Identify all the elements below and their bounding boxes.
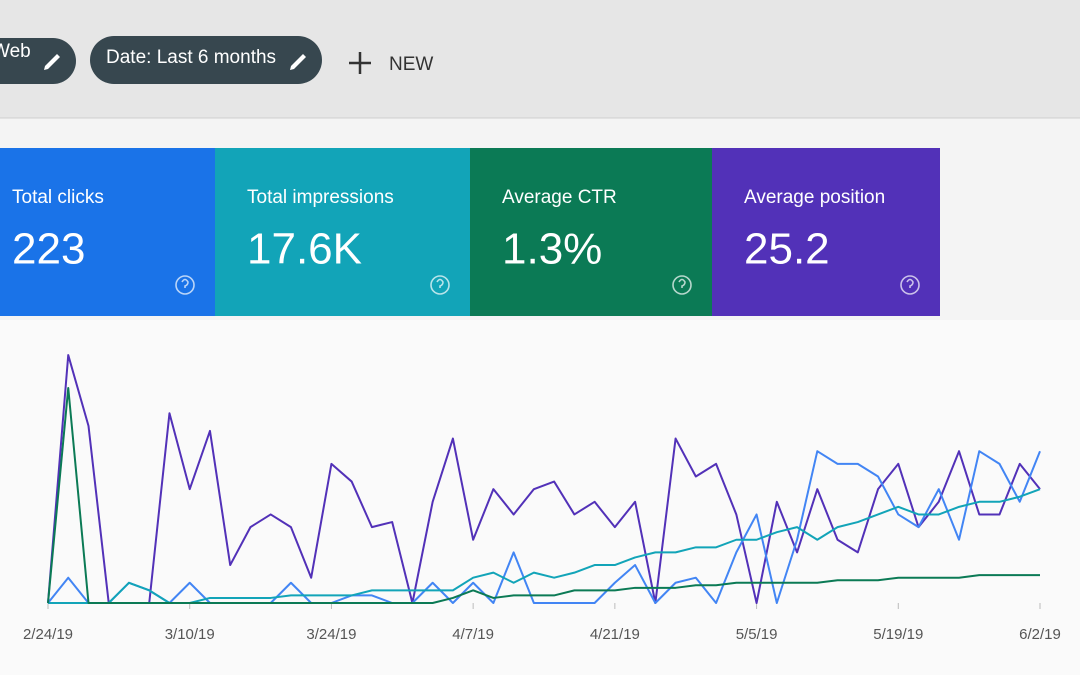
help-icon-mark bbox=[906, 278, 914, 288]
help-icon-mark bbox=[436, 278, 444, 288]
chip[interactable] bbox=[0, 38, 76, 84]
card-title: Average position bbox=[744, 187, 885, 208]
series-line bbox=[48, 488, 1041, 604]
edit-icon bbox=[290, 54, 306, 70]
help-icon-mark bbox=[678, 278, 686, 288]
card-title: Total clicks bbox=[12, 187, 104, 208]
chip[interactable] bbox=[90, 36, 322, 84]
x-tick-label: 4/7/19 bbox=[452, 626, 494, 643]
x-tick-label: 3/10/19 bbox=[165, 626, 215, 643]
card-value: 223 bbox=[12, 225, 85, 274]
metric-card[interactable] bbox=[470, 148, 712, 316]
chip-label: Web bbox=[0, 41, 31, 62]
help-icon bbox=[900, 275, 920, 295]
chart: 2/24/19 3/10/19 3/24/19 4/7/19 4/21/19 5/5/19… bbox=[23, 354, 1061, 643]
edit-icon bbox=[44, 54, 60, 70]
series-line bbox=[47, 386, 1040, 604]
x-tick-label: 5/5/19 bbox=[736, 626, 778, 643]
series-line bbox=[47, 354, 1041, 604]
x-tick-label: 4/21/19 bbox=[590, 626, 640, 643]
cards: Total clicks 223 Total impressions 17.6K Ave… bbox=[0, 148, 940, 316]
metric-card[interactable] bbox=[0, 148, 215, 316]
chip-label: Date: Last 6 months bbox=[106, 47, 276, 68]
card-value: 1.3% bbox=[502, 225, 602, 274]
metric-card[interactable] bbox=[215, 148, 470, 316]
x-tick-label: 2/24/19 bbox=[23, 626, 73, 643]
card-value: 25.2 bbox=[744, 225, 830, 274]
x-tick-label: 5/19/19 bbox=[873, 626, 923, 643]
new-button[interactable]: NEW bbox=[389, 54, 433, 75]
card-value: 17.6K bbox=[247, 225, 362, 274]
help-icon bbox=[430, 275, 450, 295]
card-title: Total impressions bbox=[247, 187, 394, 208]
plus-icon bbox=[349, 52, 371, 74]
x-tick-label: 6/2/19 bbox=[1019, 626, 1061, 643]
help-icon bbox=[175, 275, 195, 295]
help-icon-mark bbox=[181, 278, 189, 288]
chart-area bbox=[0, 320, 1080, 675]
help-icon bbox=[672, 275, 692, 295]
card-title: Average CTR bbox=[502, 187, 617, 208]
x-tick-label: 3/24/19 bbox=[306, 626, 356, 643]
